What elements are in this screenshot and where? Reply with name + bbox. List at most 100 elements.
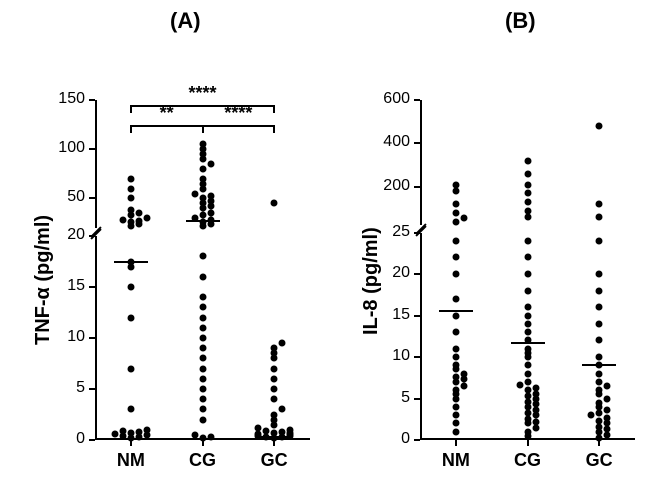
data-point <box>127 365 134 372</box>
data-point <box>452 219 459 226</box>
data-point <box>127 219 134 226</box>
significance-label: **** <box>173 83 233 104</box>
significance-tick <box>273 125 275 133</box>
y-tick-label: 0 <box>45 430 85 448</box>
data-point <box>199 396 206 403</box>
data-point <box>596 378 603 385</box>
data-point <box>271 396 278 403</box>
data-point <box>524 271 531 278</box>
data-point <box>524 170 531 177</box>
data-point <box>524 312 531 319</box>
data-point <box>199 212 206 219</box>
data-point <box>452 420 459 427</box>
y-tick <box>414 356 420 358</box>
data-point <box>199 375 206 382</box>
panel-a-ytitle: TNF-α (pg/ml) <box>32 215 55 345</box>
data-point <box>255 424 262 431</box>
data-point <box>199 345 206 352</box>
data-point <box>596 214 603 221</box>
data-point <box>143 215 150 222</box>
data-point <box>524 287 531 294</box>
data-point <box>516 382 523 389</box>
panel-a-label: (A) <box>170 8 201 34</box>
data-point <box>524 320 531 327</box>
data-point <box>596 201 603 208</box>
data-point <box>452 428 459 435</box>
data-point <box>452 271 459 278</box>
data-point <box>279 428 286 435</box>
data-point <box>127 429 134 436</box>
data-point <box>127 207 134 214</box>
data-point <box>524 181 531 188</box>
data-point <box>532 418 539 425</box>
panel-a-plot: 0510152050100150NMCGGC********** <box>95 100 310 440</box>
data-point <box>127 185 134 192</box>
data-point <box>119 217 126 224</box>
data-point <box>199 304 206 311</box>
y-tick-label: 400 <box>370 133 410 151</box>
x-tick <box>527 440 529 446</box>
panel-b-ytitle: IL-8 (pg/ml) <box>360 227 383 335</box>
data-point <box>596 271 603 278</box>
y-axis <box>420 100 422 225</box>
data-point <box>524 345 531 352</box>
data-point <box>596 370 603 377</box>
data-point <box>452 181 459 188</box>
data-point <box>271 345 278 352</box>
category-label: CG <box>503 450 553 471</box>
data-point <box>524 387 531 394</box>
data-point <box>596 387 603 394</box>
data-point <box>524 198 531 205</box>
data-point <box>199 141 206 148</box>
y-axis <box>95 100 97 228</box>
data-point <box>199 355 206 362</box>
data-point <box>596 354 603 361</box>
data-point <box>452 403 459 410</box>
category-label: GC <box>249 450 299 471</box>
y-tick-label: 5 <box>370 389 410 407</box>
data-point <box>460 215 467 222</box>
y-tick <box>89 99 95 101</box>
data-point <box>524 237 531 244</box>
median-line <box>257 436 291 438</box>
data-point <box>127 175 134 182</box>
y-tick-label: 100 <box>45 139 85 157</box>
category-label: NM <box>431 450 481 471</box>
y-tick <box>414 439 420 441</box>
x-tick <box>455 440 457 446</box>
data-point <box>452 362 459 369</box>
y-tick <box>89 337 95 339</box>
data-point <box>279 406 286 413</box>
y-tick <box>414 273 420 275</box>
significance-tick <box>130 125 132 133</box>
y-axis <box>420 233 422 440</box>
data-point <box>524 416 531 423</box>
y-tick <box>89 286 95 288</box>
median-line <box>511 342 545 344</box>
data-point <box>207 193 214 200</box>
data-point <box>588 412 595 419</box>
data-point <box>135 428 142 435</box>
data-point <box>524 378 531 385</box>
data-point <box>596 287 603 294</box>
data-point <box>604 407 611 414</box>
significance-bar <box>203 125 275 127</box>
y-tick <box>414 315 420 317</box>
data-point <box>119 427 126 434</box>
data-point <box>271 411 278 418</box>
data-point <box>524 207 531 214</box>
data-point <box>460 370 467 377</box>
y-tick <box>89 235 95 237</box>
y-tick <box>414 99 420 101</box>
data-point <box>596 417 603 424</box>
significance-tick <box>130 105 132 113</box>
y-tick <box>414 232 420 234</box>
y-tick-label: 150 <box>45 90 85 108</box>
y-tick <box>89 197 95 199</box>
data-point <box>596 123 603 130</box>
y-tick-label: 0 <box>370 430 410 448</box>
data-point <box>596 237 603 244</box>
data-point <box>596 337 603 344</box>
y-tick <box>414 398 420 400</box>
data-point <box>127 195 134 202</box>
